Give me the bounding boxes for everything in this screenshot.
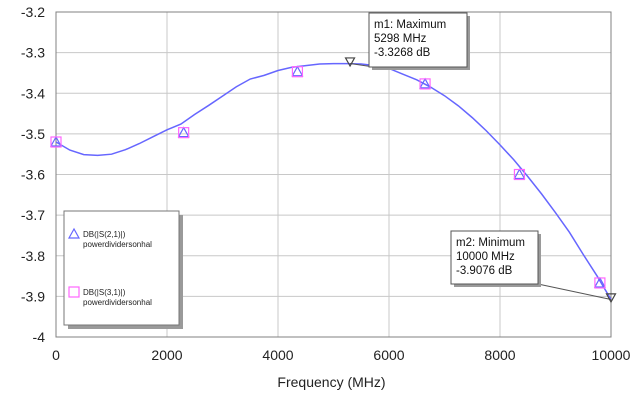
series-0-point-4 [419,77,432,89]
marker-annotations: m1: Maximum 5298 MHz -3.3268 dB m2: Minimum… [344,12,617,304]
series-0-point-1 [177,126,190,138]
legend-sublabel-1: powerdividersonhal [83,298,152,307]
series-1-point-0 [50,136,62,148]
y-tick-label-2: -3.4 [21,85,45,101]
x-tick-label-3: 6000 [373,347,404,363]
marker-m1-symbol [344,57,356,68]
x-tick-label-0: 0 [52,347,60,363]
y-tick-label-8: -4 [33,329,46,345]
marker-m1-line-0: m1: Maximum [374,19,446,31]
marker-m2-line-2: -3.9076 dB [456,265,513,277]
legend-marker-1 [68,286,80,298]
marker-m2-leader [537,283,612,300]
y-tick-label-4: -3.6 [21,167,45,183]
series-1-point-4 [513,168,526,181]
legend-label-0: DB(|S(2,1)|) [83,230,126,239]
y-tick-label-7: -3.9 [21,288,45,304]
series-1-point-1 [178,127,190,139]
marker-m2-line-1: 10000 MHz [456,251,515,263]
series-0-point-6 [593,276,606,288]
y-tick-label-6: -3.8 [21,248,45,264]
series-line-0 [55,62,612,300]
x-tick-labels: 0 2000 4000 6000 8000 10000 [52,347,631,363]
marker-m2-box [450,230,539,285]
y-tick-label-3: -3.5 [21,126,45,142]
legend-marker-0 [67,227,81,239]
legend-label-1: DB(|S(3,1)|) [83,288,126,297]
series-0-point-5 [513,168,526,180]
legend: DB(|S(2,1)|)powerdividersonhalDB(|S(3,1)… [63,210,183,329]
legend-sublabel-0: powerdividersonhal [83,240,152,249]
x-axis-label: Frequency (MHz) [277,374,385,390]
marker-m1-line-2: -3.3268 dB [374,47,431,59]
y-tick-label-5: -3.7 [21,207,45,223]
series-markers [49,65,606,289]
series-lines [55,62,612,300]
marker-m1-box [368,12,468,68]
x-tick-label-2: 4000 [262,347,293,363]
y-tick-label-1: -3.3 [21,45,45,61]
series-0-point-0 [49,135,63,147]
x-tick-label-5: 10000 [592,347,631,363]
marker-m2-line-0: m2: Minimum [456,237,525,249]
x-tick-label-1: 2000 [151,347,182,363]
series-1-point-5 [594,277,606,289]
marker-m1-line-1: 5298 MHz [374,33,427,45]
y-tick-label-0: -3.2 [21,4,45,20]
y-tick-labels: -3.2 -3.3 -3.4 -3.5 -3.6 -3.7 -3.8 -3.9 -4 [21,4,45,345]
series-1-point-2 [291,66,304,78]
plot-frame [55,11,612,338]
marker-m2-symbol [605,293,617,304]
x-tick-label-4: 8000 [484,347,515,363]
series-0-point-2 [291,65,304,77]
legend-box [63,210,180,326]
series-1-point-3 [419,78,431,90]
